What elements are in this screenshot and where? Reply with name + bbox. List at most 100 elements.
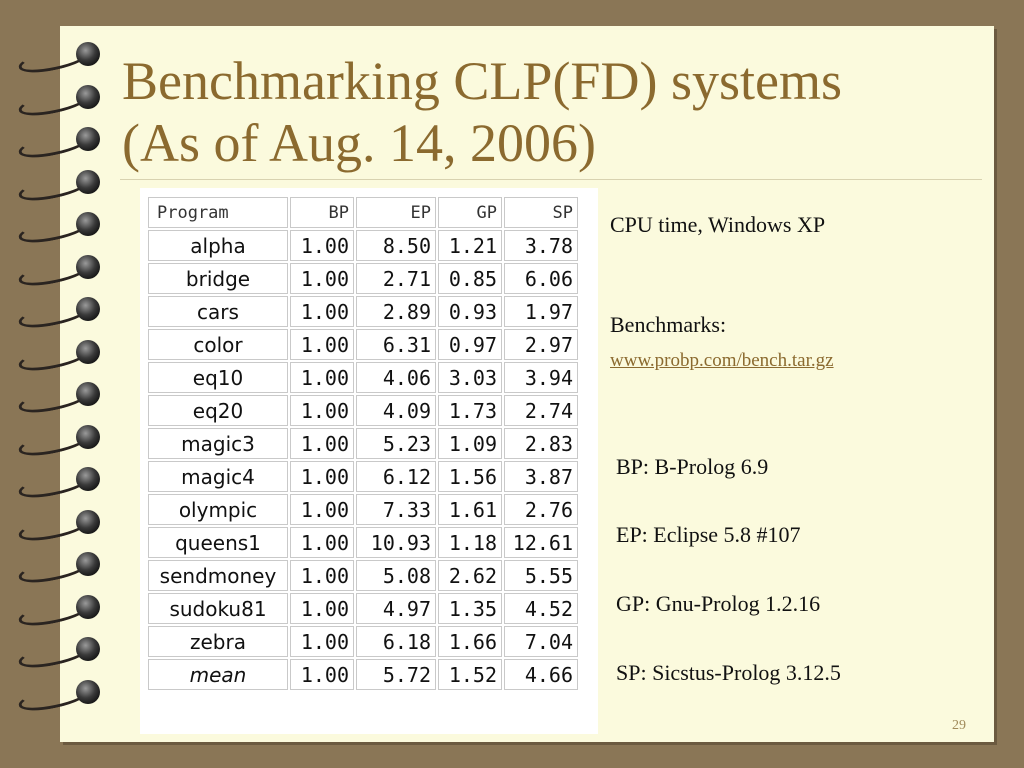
- time-value-cell: 12.61: [504, 527, 578, 558]
- benchmark-table-panel: Program BP EP GP SP alpha 1.00 8.50 1.21 3.7…: [140, 188, 598, 734]
- table-row: queens1 1.00 10.93 1.18 12.61: [148, 527, 578, 558]
- benchmarks-link[interactable]: www.probp.com/bench.tar.gz: [610, 350, 834, 371]
- table-row: mean 1.00 5.72 1.52 4.66: [148, 659, 578, 690]
- table-row: eq10 1.00 4.06 3.03 3.94: [148, 362, 578, 393]
- time-value-cell: 3.78: [504, 230, 578, 261]
- time-value-cell: 5.55: [504, 560, 578, 591]
- spiral-ring-icon: [14, 253, 104, 290]
- program-name-cell: cars: [148, 296, 288, 327]
- time-value-cell: 1.18: [438, 527, 502, 558]
- time-value-cell: 1.00: [290, 494, 354, 525]
- time-value-cell: 6.06: [504, 263, 578, 294]
- time-value-cell: 7.33: [356, 494, 436, 525]
- time-value-cell: 3.87: [504, 461, 578, 492]
- table-header-row: Program BP EP GP SP: [148, 197, 578, 228]
- time-value-cell: 3.03: [438, 362, 502, 393]
- time-value-cell: 2.76: [504, 494, 578, 525]
- time-value-cell: 1.00: [290, 461, 354, 492]
- time-value-cell: 8.50: [356, 230, 436, 261]
- table-row: color 1.00 6.31 0.97 2.97: [148, 329, 578, 360]
- program-name-cell: zebra: [148, 626, 288, 657]
- title-divider: [120, 179, 982, 180]
- time-value-cell: 5.72: [356, 659, 436, 690]
- legend-sp: SP: Sicstus-Prolog 3.12.5: [616, 660, 841, 685]
- program-name-cell: magic3: [148, 428, 288, 459]
- time-value-cell: 0.97: [438, 329, 502, 360]
- time-value-cell: 1.52: [438, 659, 502, 690]
- program-name-cell: sudoku81: [148, 593, 288, 624]
- table-row: magic4 1.00 6.12 1.56 3.87: [148, 461, 578, 492]
- slide-page: Benchmarking CLP(FD) systems (As of Aug.…: [60, 26, 994, 742]
- time-value-cell: 1.00: [290, 659, 354, 690]
- program-name-cell: queens1: [148, 527, 288, 558]
- time-value-cell: 1.61: [438, 494, 502, 525]
- time-value-cell: 5.08: [356, 560, 436, 591]
- time-value-cell: 1.00: [290, 395, 354, 426]
- time-value-cell: 1.00: [290, 263, 354, 294]
- column-header: SP: [504, 197, 578, 228]
- time-value-cell: 1.21: [438, 230, 502, 261]
- column-header: GP: [438, 197, 502, 228]
- program-name-cell: magic4: [148, 461, 288, 492]
- slide-title: Benchmarking CLP(FD) systems (As of Aug.…: [122, 50, 982, 174]
- time-value-cell: 1.00: [290, 362, 354, 393]
- time-value-cell: 1.35: [438, 593, 502, 624]
- table-row: alpha 1.00 8.50 1.21 3.78: [148, 230, 578, 261]
- time-value-cell: 2.71: [356, 263, 436, 294]
- spiral-ring-icon: [14, 295, 104, 333]
- time-value-cell: 6.31: [356, 329, 436, 360]
- program-name-cell: bridge: [148, 263, 288, 294]
- program-name-cell: alpha: [148, 230, 288, 261]
- time-value-cell: 6.12: [356, 461, 436, 492]
- time-value-cell: 6.18: [356, 626, 436, 657]
- table-row: olympic 1.00 7.33 1.61 2.76: [148, 494, 578, 525]
- time-value-cell: 1.66: [438, 626, 502, 657]
- time-value-cell: 1.00: [290, 428, 354, 459]
- column-header: EP: [356, 197, 436, 228]
- spiral-ring-icon: [14, 380, 104, 418]
- slide-title-line-2: (As of Aug. 14, 2006): [122, 113, 596, 173]
- program-name-cell: sendmoney: [148, 560, 288, 591]
- spiral-ring-icon: [14, 423, 104, 460]
- table-row: cars 1.00 2.89 0.93 1.97: [148, 296, 578, 327]
- time-value-cell: 2.97: [504, 329, 578, 360]
- time-value-cell: 1.00: [290, 560, 354, 591]
- program-name-cell: olympic: [148, 494, 288, 525]
- legend-bp: BP: B-Prolog 6.9: [616, 454, 769, 479]
- time-value-cell: 2.89: [356, 296, 436, 327]
- time-value-cell: 3.94: [504, 362, 578, 393]
- time-value-cell: 4.09: [356, 395, 436, 426]
- time-value-cell: 0.85: [438, 263, 502, 294]
- time-value-cell: 1.73: [438, 395, 502, 426]
- spiral-ring-icon: [14, 40, 104, 78]
- spiral-ring-icon: [14, 678, 104, 715]
- spiral-ring-icon: [14, 125, 104, 163]
- time-value-cell: 1.97: [504, 296, 578, 327]
- spiral-ring-icon: [14, 210, 104, 248]
- program-name-cell: mean: [148, 659, 288, 690]
- cpu-note: CPU time, Windows XP: [610, 212, 826, 237]
- table-row: sendmoney 1.00 5.08 2.62 5.55: [148, 560, 578, 591]
- table-row: bridge 1.00 2.71 0.85 6.06: [148, 263, 578, 294]
- time-value-cell: 0.93: [438, 296, 502, 327]
- column-header: Program: [148, 197, 288, 228]
- table-row: magic3 1.00 5.23 1.09 2.83: [148, 428, 578, 459]
- time-value-cell: 2.83: [504, 428, 578, 459]
- page-number: 29: [952, 718, 966, 733]
- spiral-ring-icon: [14, 593, 104, 630]
- spiral-ring-icon: [14, 465, 104, 503]
- time-value-cell: 4.97: [356, 593, 436, 624]
- spiral-ring-icon: [14, 168, 104, 205]
- table-row: zebra 1.00 6.18 1.66 7.04: [148, 626, 578, 657]
- program-name-cell: color: [148, 329, 288, 360]
- time-value-cell: 4.52: [504, 593, 578, 624]
- time-value-cell: 1.00: [290, 626, 354, 657]
- time-value-cell: 2.62: [438, 560, 502, 591]
- column-header: BP: [290, 197, 354, 228]
- time-value-cell: 1.00: [290, 329, 354, 360]
- table-row: eq20 1.00 4.09 1.73 2.74: [148, 395, 578, 426]
- spiral-ring-icon: [14, 635, 104, 673]
- benchmark-table: Program BP EP GP SP alpha 1.00 8.50 1.21 3.7…: [146, 195, 580, 692]
- time-value-cell: 4.66: [504, 659, 578, 690]
- spiral-ring-icon: [14, 508, 104, 545]
